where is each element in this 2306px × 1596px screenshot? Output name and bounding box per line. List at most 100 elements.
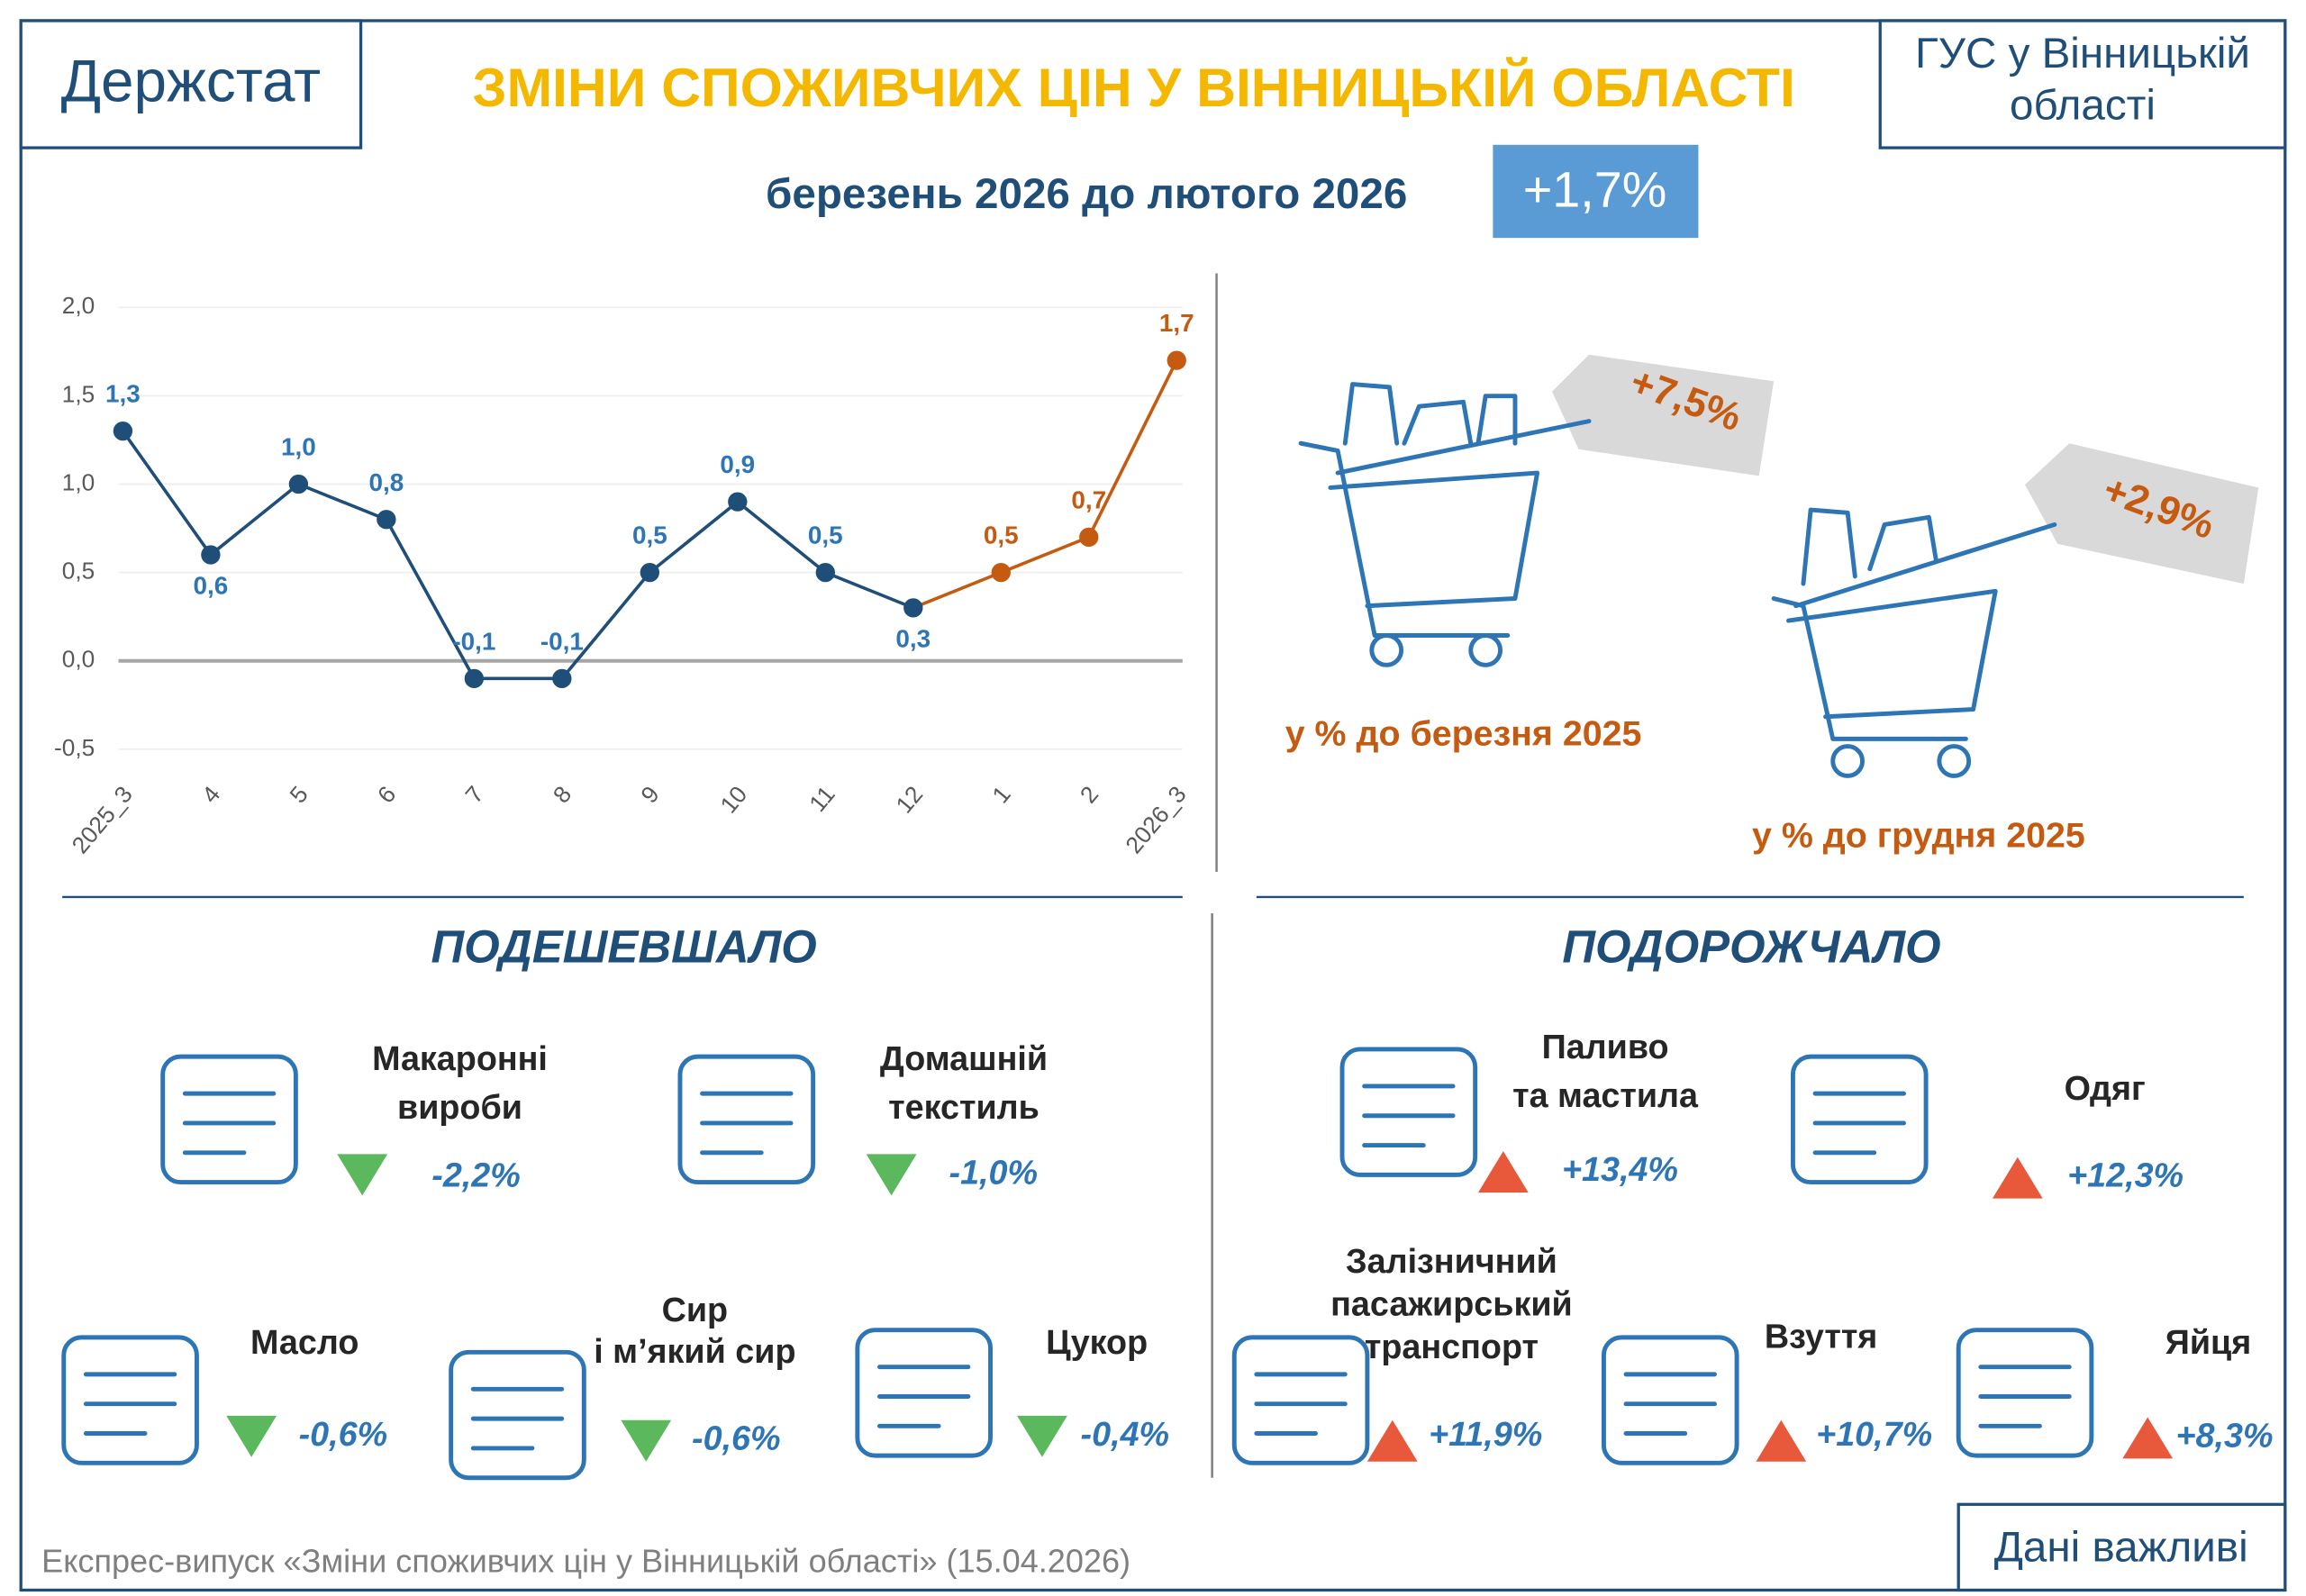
icon-shape bbox=[61, 1335, 199, 1465]
item-change: -2,2% bbox=[431, 1156, 521, 1194]
icon-shape bbox=[1978, 1365, 2072, 1428]
value-label: 0,7 bbox=[1071, 485, 1106, 513]
item-change: -0,6% bbox=[692, 1419, 781, 1457]
item-name: Масло bbox=[250, 1323, 359, 1361]
value-label: 1,0 bbox=[281, 433, 316, 461]
value-label: 1,3 bbox=[105, 380, 141, 408]
icon-shape bbox=[1231, 1335, 1370, 1465]
item-change: +11,9% bbox=[1429, 1415, 1542, 1453]
badge-box bbox=[1956, 1502, 2287, 1592]
down-triangle bbox=[866, 1154, 917, 1196]
item-name: транспорт bbox=[1365, 1328, 1539, 1365]
value-label: -0,1 bbox=[452, 627, 495, 655]
item-change: -0,4% bbox=[1081, 1415, 1170, 1453]
icon bbox=[1790, 1054, 1929, 1185]
icon-shape bbox=[1790, 1054, 1929, 1185]
icon bbox=[160, 1054, 298, 1185]
down-triangle bbox=[226, 1415, 277, 1457]
icon bbox=[61, 1335, 199, 1465]
item-name: пасажирський bbox=[1330, 1284, 1573, 1322]
point bbox=[991, 562, 1011, 583]
up-triangle bbox=[1477, 1151, 1529, 1193]
icon-shape bbox=[855, 1328, 993, 1458]
item-name: Домашній bbox=[880, 1039, 1048, 1077]
office-box bbox=[1878, 19, 2287, 150]
item-name: текстиль bbox=[888, 1088, 1040, 1126]
line-segment bbox=[912, 570, 1002, 610]
icon bbox=[855, 1328, 993, 1458]
value-label: 0,3 bbox=[895, 624, 931, 652]
icon bbox=[1601, 1335, 1739, 1465]
y-tick-label: 2,0 bbox=[62, 292, 95, 319]
up-triangle bbox=[1992, 1156, 2043, 1199]
y-tick-label: 0,5 bbox=[62, 558, 95, 585]
value-label: 0,5 bbox=[632, 521, 667, 549]
icon bbox=[1231, 1335, 1370, 1465]
logo-box bbox=[19, 19, 363, 150]
value-label: 0,5 bbox=[808, 521, 843, 549]
value-label: -0,1 bbox=[540, 627, 584, 655]
point bbox=[640, 562, 659, 583]
up-triangle bbox=[2122, 1417, 2174, 1459]
point bbox=[288, 474, 309, 494]
icon-shape bbox=[1623, 1372, 1717, 1436]
item-change: +8,3% bbox=[2176, 1416, 2274, 1454]
item-change: -1,0% bbox=[949, 1153, 1039, 1191]
value-label: 1,7 bbox=[1159, 309, 1194, 337]
point bbox=[1167, 350, 1186, 370]
point bbox=[903, 598, 923, 618]
section-title: ПОДОРОЖЧАЛО bbox=[1562, 920, 1940, 972]
icon-shape bbox=[1254, 1372, 1348, 1436]
badge: Дані важливі bbox=[1994, 1524, 2248, 1572]
value-label: 0,8 bbox=[368, 468, 404, 496]
icon-shape bbox=[470, 1386, 565, 1451]
icon-shape bbox=[1339, 1047, 1478, 1177]
icon bbox=[1956, 1328, 2094, 1458]
item-name: Яйця bbox=[2165, 1323, 2252, 1361]
line-segment bbox=[209, 483, 300, 557]
icon bbox=[677, 1054, 816, 1185]
line-segment bbox=[121, 430, 213, 557]
point bbox=[377, 510, 396, 530]
value-label: 0,9 bbox=[720, 450, 755, 478]
headline: +1,7% bbox=[1523, 162, 1667, 218]
point bbox=[464, 668, 485, 689]
y-tick-label: 1,0 bbox=[62, 468, 95, 495]
point bbox=[815, 562, 835, 583]
line-segment bbox=[1087, 359, 1178, 539]
icon-shape bbox=[877, 1365, 971, 1428]
icon-shape bbox=[1601, 1335, 1739, 1465]
headline-box bbox=[1493, 144, 1699, 239]
logo: Держстат bbox=[61, 48, 322, 113]
icon-shape bbox=[449, 1349, 586, 1481]
basket-label: у % до березня 2025 bbox=[1285, 713, 1642, 753]
item-name: Макаронні bbox=[372, 1039, 548, 1077]
item-name: та мастила bbox=[1512, 1076, 1699, 1114]
icon-shape bbox=[160, 1054, 298, 1185]
section-title: ПОДЕШЕВШАЛО bbox=[431, 920, 817, 972]
basket-label: у % до грудня 2025 bbox=[1752, 816, 2085, 856]
icon-shape bbox=[1362, 1084, 1456, 1148]
down-triangle bbox=[337, 1154, 388, 1196]
y-tick-label: 0,0 bbox=[62, 646, 95, 673]
item-change: +13,4% bbox=[1562, 1150, 1678, 1188]
value-label: 0,6 bbox=[194, 571, 229, 599]
item-name: Цукор bbox=[1046, 1323, 1148, 1361]
line-segment bbox=[1000, 535, 1090, 575]
item-name: вироби bbox=[397, 1088, 522, 1126]
down-triangle bbox=[621, 1419, 672, 1462]
y-tick-label: 1,5 bbox=[62, 380, 95, 407]
icon-shape bbox=[83, 1372, 177, 1436]
icon bbox=[1339, 1047, 1478, 1177]
line-segment bbox=[736, 500, 827, 575]
point bbox=[728, 492, 748, 512]
point bbox=[1079, 527, 1099, 548]
line-segment bbox=[649, 500, 739, 575]
y-tick-label: -0,5 bbox=[54, 734, 95, 761]
office: області bbox=[2010, 81, 2156, 129]
item-name: Паливо bbox=[1542, 1028, 1669, 1066]
line-segment bbox=[385, 518, 476, 680]
line-segment bbox=[560, 571, 651, 680]
frame bbox=[19, 19, 2287, 1592]
